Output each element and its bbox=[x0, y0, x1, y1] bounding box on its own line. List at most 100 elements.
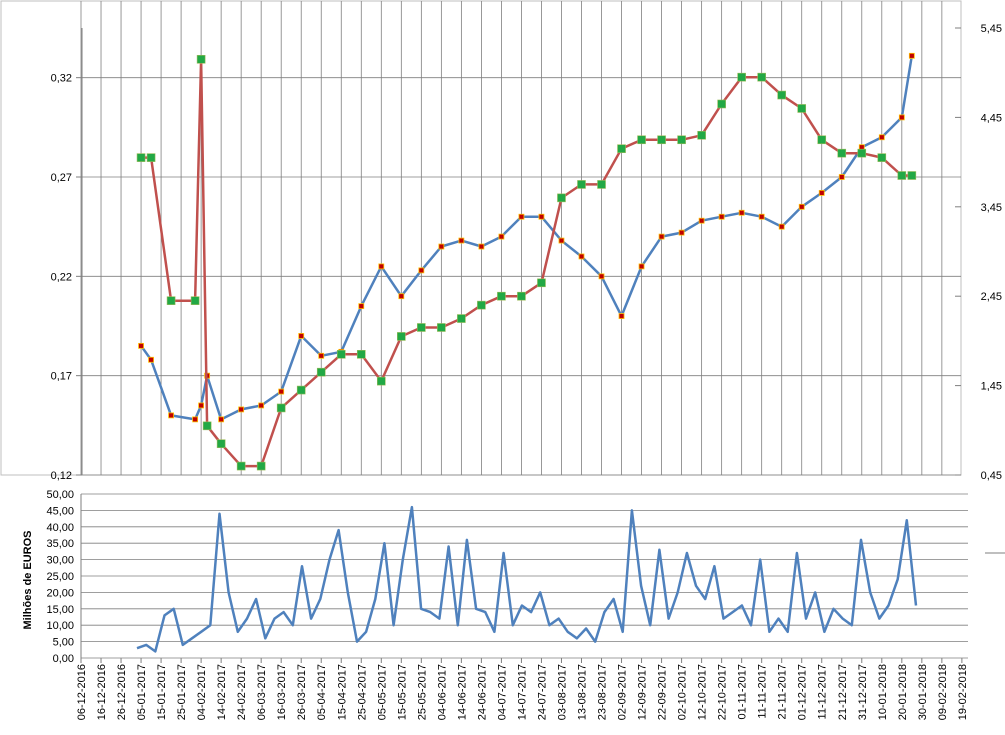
left-series-point bbox=[738, 209, 745, 216]
right-tick-label: 5,45 bbox=[981, 23, 1002, 35]
lower-x-tick-label: 09-02-2018 bbox=[937, 664, 949, 720]
left-series-point bbox=[398, 293, 405, 300]
right-series-point bbox=[276, 403, 286, 413]
lower-y-tick-label: 30,00 bbox=[46, 555, 74, 567]
right-series-point bbox=[637, 135, 646, 145]
lower-y-tick-label: 35,00 bbox=[46, 538, 74, 550]
lower-x-tick-label: 26-12-2016 bbox=[116, 664, 128, 720]
right-series-point bbox=[256, 461, 266, 471]
lower-y-tick-label: 40,00 bbox=[46, 522, 74, 534]
left-series-point bbox=[558, 237, 565, 244]
right-series-point bbox=[236, 461, 246, 471]
right-series-point bbox=[166, 296, 176, 305]
lower-x-axis-ticks: 06-12-2016 16-12-2016 26-12-2016 05-01-2017… bbox=[76, 658, 969, 720]
right-series-point bbox=[457, 314, 466, 323]
left-series-point bbox=[908, 52, 915, 59]
left-series-point bbox=[438, 243, 445, 250]
left-series-point bbox=[578, 253, 585, 260]
lower-x-tick-label: 12-09-2017 bbox=[637, 664, 649, 720]
left-series-point bbox=[198, 402, 205, 409]
right-series-point bbox=[497, 291, 506, 301]
left-series-point bbox=[418, 267, 425, 274]
right-tick-label: 0,45 bbox=[981, 470, 1002, 482]
left-series-point bbox=[192, 416, 199, 423]
lower-x-tick-label: 14-07-2017 bbox=[516, 664, 528, 720]
right-series-point bbox=[907, 171, 917, 180]
lower-x-tick-label: 31-12-2017 bbox=[857, 664, 869, 720]
right-series-point bbox=[196, 54, 206, 64]
right-series-point bbox=[697, 130, 706, 140]
lower-y-tick-label: 45,00 bbox=[46, 505, 74, 517]
right-series-point bbox=[897, 171, 907, 180]
right-series-point bbox=[837, 148, 847, 158]
left-tick-label: 0,22 bbox=[51, 271, 72, 283]
lower-y-axis-label: Milhões de EUROS bbox=[22, 530, 34, 629]
left-series-point bbox=[658, 233, 665, 240]
left-series-point bbox=[478, 243, 485, 250]
lower-x-tick-label: 01-11-2017 bbox=[737, 664, 749, 719]
lower-y-tick-label: 25,00 bbox=[46, 571, 74, 583]
lower-y-tick-label: 0,00 bbox=[53, 653, 74, 665]
right-series-point bbox=[397, 332, 406, 341]
lower-x-tick-label: 05-01-2017 bbox=[136, 664, 148, 720]
right-series-point bbox=[737, 72, 746, 82]
lower-x-tick-label: 16-03-2017 bbox=[276, 664, 288, 720]
lower-x-tick-label: 14-06-2017 bbox=[456, 664, 468, 720]
lower-x-tick-label: 25-04-2017 bbox=[356, 664, 368, 720]
lower-y-tick-label: 15,00 bbox=[46, 604, 74, 616]
right-tick-label: 4,45 bbox=[981, 112, 1002, 124]
lower-x-tick-label: 19-02-2018 bbox=[957, 664, 969, 720]
left-series-point bbox=[638, 263, 645, 270]
volume-series-line bbox=[136, 505, 918, 653]
lower-x-tick-label: 25-01-2017 bbox=[176, 664, 188, 720]
right-series-point bbox=[437, 323, 446, 332]
lower-x-tick-label: 20-01-2018 bbox=[897, 664, 909, 720]
left-series-point bbox=[378, 263, 385, 270]
lower-x-tick-label: 04-02-2017 bbox=[196, 664, 208, 720]
left-series-point bbox=[838, 174, 845, 180]
right-series-point bbox=[757, 72, 766, 82]
left-series-point bbox=[148, 356, 154, 363]
left-series-point bbox=[218, 416, 225, 423]
right-series-point bbox=[797, 104, 807, 113]
lower-x-tick-label: 13-08-2017 bbox=[577, 664, 589, 720]
right-series-point bbox=[677, 135, 686, 145]
right-tick-label: 3,45 bbox=[981, 202, 1002, 214]
lower-x-tick-label: 15-05-2017 bbox=[396, 664, 408, 720]
right-series-point bbox=[537, 278, 546, 288]
left-tick-label: 0,12 bbox=[51, 470, 72, 482]
lower-x-tick-label: 14-02-2017 bbox=[216, 664, 228, 720]
right-series-point bbox=[857, 148, 867, 158]
left-series-point bbox=[618, 313, 625, 319]
lower-x-tick-label: 25-05-2017 bbox=[416, 664, 428, 720]
lower-x-tick-label: 11-11-2017 bbox=[757, 664, 769, 719]
left-series-point bbox=[318, 352, 325, 359]
lower-x-tick-label: 06-12-2016 bbox=[76, 664, 88, 720]
left-series-point bbox=[458, 237, 465, 244]
left-series-point bbox=[698, 217, 705, 224]
lower-x-tick-label: 24-07-2017 bbox=[537, 664, 549, 720]
right-series-point bbox=[557, 193, 566, 203]
right-series-point bbox=[202, 421, 212, 431]
lower-x-tick-label: 15-04-2017 bbox=[336, 664, 348, 720]
lower-x-tick-label: 04-06-2017 bbox=[436, 664, 448, 720]
left-tick-label: 0,32 bbox=[51, 73, 72, 85]
lower-x-tick-label: 01-12-2017 bbox=[797, 664, 809, 720]
right-series-point bbox=[190, 296, 200, 305]
left-series-point bbox=[498, 233, 505, 240]
left-series-point bbox=[298, 333, 305, 339]
lower-x-tick-label: 21-12-2017 bbox=[837, 664, 849, 720]
left-series-point bbox=[138, 342, 144, 349]
lower-x-tick-label: 22-10-2017 bbox=[717, 664, 729, 720]
right-series-point bbox=[777, 90, 787, 100]
lower-series bbox=[136, 505, 918, 653]
lower-x-tick-label: 06-03-2017 bbox=[256, 664, 268, 720]
left-axis-series-line bbox=[140, 55, 914, 421]
lower-x-tick-label: 02-09-2017 bbox=[617, 664, 629, 720]
right-series-point bbox=[477, 300, 486, 310]
right-series-point bbox=[146, 153, 156, 162]
right-series-point bbox=[216, 439, 226, 449]
left-series-point bbox=[758, 213, 765, 220]
left-series-point bbox=[718, 213, 725, 220]
